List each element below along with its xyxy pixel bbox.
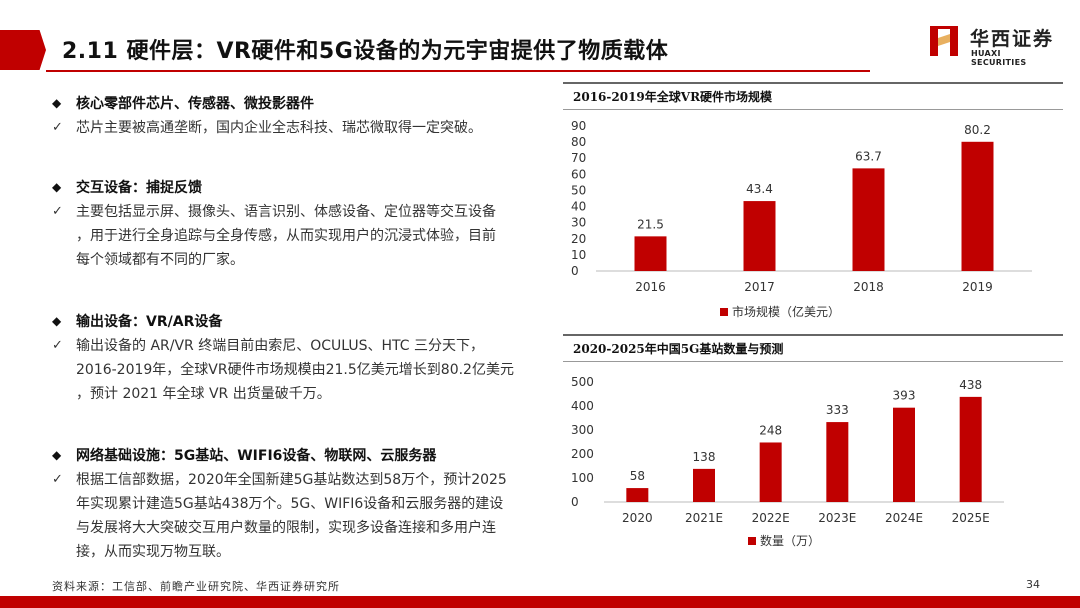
diamond-bullet-icon: ◆ xyxy=(52,180,62,194)
check-bullet-icon: ✓ xyxy=(52,472,63,487)
bar xyxy=(893,407,915,502)
title-accent-arrow xyxy=(0,30,46,70)
section-text: 芯片主要被高通垄断，国内企业全志科技、瑞芯微取得一定突破。 xyxy=(76,120,482,136)
y-tick-label: 40 xyxy=(571,200,586,214)
section-text-line: ，预计 2021 年全球 VR 出货量破千万。 xyxy=(76,386,331,402)
x-tick-label: 2018 xyxy=(853,280,884,294)
section-text-line: 根据工信部数据，2020年全国新建5G基站数达到58万个，预计2025 xyxy=(76,472,507,488)
y-tick-label: 20 xyxy=(571,232,586,246)
section-text-line: 与发展将大大突破交互用户数量的限制，实现多设备连接和多用户连 xyxy=(76,520,496,536)
y-tick-label: 70 xyxy=(571,151,586,165)
y-tick-label: 0 xyxy=(571,264,579,278)
data-label: 393 xyxy=(893,389,916,403)
y-tick-label: 0 xyxy=(571,495,579,509)
huaxi-logo-icon xyxy=(930,26,958,56)
y-tick-label: 10 xyxy=(571,248,586,262)
section-network-infra: ◆ 网络基础设施：5G基站、WIFI6设备、物联网、云服务器 ✓ 根据工信部数据，… xyxy=(52,442,560,564)
chart-title: 2020-2025年中国5G基站数量与预测 xyxy=(563,334,1063,362)
section-heading: 交互设备：捕捉反馈 xyxy=(76,180,202,196)
section-text-line: 每个领域都有不同的厂家。 xyxy=(76,252,244,268)
y-tick-label: 50 xyxy=(571,183,586,197)
bar xyxy=(634,236,667,271)
section-text-line: ，用于进行全身追踪与全身传感，从而实现用户的沉浸式体验，目前 xyxy=(76,228,496,244)
data-label: 21.5 xyxy=(637,217,664,231)
section-output-devices: ◆ 输出设备：VR/AR设备 ✓ 输出设备的 AR/VR 终端目前由索尼、OCUL… xyxy=(52,308,560,406)
section-text-line: 年实现累计建造5G基站438万个。5G、WIFI6设备和云服务器的建设 xyxy=(76,496,504,512)
data-label: 138 xyxy=(693,450,716,464)
x-tick-label: 2024E xyxy=(885,511,923,525)
x-tick-label: 2017 xyxy=(744,280,775,294)
data-label: 43.4 xyxy=(746,182,773,196)
bar xyxy=(826,422,849,502)
section-heading: 网络基础设施：5G基站、WIFI6设备、物联网、云服务器 xyxy=(76,448,437,464)
data-label: 58 xyxy=(630,469,645,483)
bar xyxy=(961,141,994,271)
y-tick-label: 200 xyxy=(571,447,594,461)
vr-market-chart: 2016-2019年全球VR硬件市场规模 0 10 20 30 40 50 60 70 80 90… xyxy=(563,82,1063,322)
logo-cn: 华西证券 xyxy=(970,28,1055,50)
data-label: 438 xyxy=(959,378,982,392)
vr-market-bar-chart: 0 10 20 30 40 50 60 70 80 90 21.5 2016 43.4 2017 63.7 2… xyxy=(571,119,1032,319)
y-tick-label: 100 xyxy=(571,471,594,485)
diamond-bullet-icon: ◆ xyxy=(52,96,62,110)
check-bullet-icon: ✓ xyxy=(52,204,63,219)
bar xyxy=(852,168,885,271)
data-label: 333 xyxy=(826,403,849,417)
y-tick-label: 90 xyxy=(571,119,586,133)
check-bullet-icon: ✓ xyxy=(52,120,63,135)
check-bullet-icon: ✓ xyxy=(52,338,63,353)
section-text-line: 主要包括显示屏、摄像头、语言识别、体感设备、定位器等交互设备 xyxy=(76,204,496,220)
x-tick-label: 2020 xyxy=(622,511,653,525)
logo-en: HUAXI SECURITIES xyxy=(971,49,1027,67)
y-tick-label: 60 xyxy=(571,167,586,181)
diamond-bullet-icon: ◆ xyxy=(52,448,62,462)
x-tick-label: 2022E xyxy=(752,511,790,525)
bar xyxy=(743,201,776,271)
chart-title: 2016-2019年全球VR硬件市场规模 xyxy=(563,82,1063,110)
5g-base-station-bar-chart: 0 100 200 300 400 500 58 2020 138 2021E 248 2022E 33… xyxy=(571,375,1004,548)
x-tick-label: 2019 xyxy=(962,280,993,294)
legend-label: 市场规模（亿美元） xyxy=(732,304,840,319)
legend-swatch xyxy=(748,537,756,545)
x-tick-label: 2016 xyxy=(635,280,666,294)
x-tick-label: 2025E xyxy=(952,511,990,525)
section-interaction-devices: ◆ 交互设备：捕捉反馈 ✓ 主要包括显示屏、摄像头、语言识别、体感设备、定位器等交… xyxy=(52,174,560,272)
section-heading: 核心零部件芯片、传感器、微投影器件 xyxy=(76,96,314,112)
company-logo: 华西证券 HUAXI SECURITIES xyxy=(928,22,1058,67)
bar xyxy=(626,488,649,502)
section-text-line: 输出设备的 AR/VR 终端目前由索尼、OCULUS、HTC 三分天下， xyxy=(76,338,484,354)
y-tick-label: 80 xyxy=(571,135,586,149)
diamond-bullet-icon: ◆ xyxy=(52,314,62,328)
legend-label: 数量（万） xyxy=(760,533,820,548)
data-label: 63.7 xyxy=(855,149,882,163)
section-core-components: ◆ 核心零部件芯片、传感器、微投影器件 ✓ 芯片主要被高通垄断，国内企业全志科技、瑞… xyxy=(52,90,560,140)
y-tick-label: 500 xyxy=(571,375,594,389)
section-text-line: 2016-2019年，全球VR硬件市场规模由21.5亿美元增长到80.2亿美元 xyxy=(76,362,514,378)
bottom-accent-bar xyxy=(0,596,1080,608)
legend-swatch xyxy=(720,308,728,316)
page-title: 2.11 硬件层：VR硬件和5G设备的为元宇宙提供了物质载体 xyxy=(62,39,669,64)
bar xyxy=(693,468,715,502)
y-tick-label: 30 xyxy=(571,216,586,230)
data-label: 80.2 xyxy=(964,123,991,137)
page-number: 34 xyxy=(1026,578,1040,591)
x-tick-label: 2021E xyxy=(685,511,723,525)
bar xyxy=(759,442,782,502)
bar xyxy=(959,396,982,502)
x-tick-label: 2023E xyxy=(818,511,856,525)
y-tick-label: 400 xyxy=(571,399,594,413)
source-note: 资料来源：工信部、前瞻产业研究院、华西证券研究所 xyxy=(52,580,340,593)
section-text-line: 接，从而实现万物互联。 xyxy=(76,544,230,560)
data-label: 248 xyxy=(759,423,782,437)
title-underline xyxy=(46,70,870,72)
y-tick-label: 300 xyxy=(571,423,594,437)
section-heading: 输出设备：VR/AR设备 xyxy=(76,314,223,330)
5g-base-station-chart: 2020-2025年中国5G基站数量与预测 0 100 200 300 400 500 58… xyxy=(563,334,1063,574)
